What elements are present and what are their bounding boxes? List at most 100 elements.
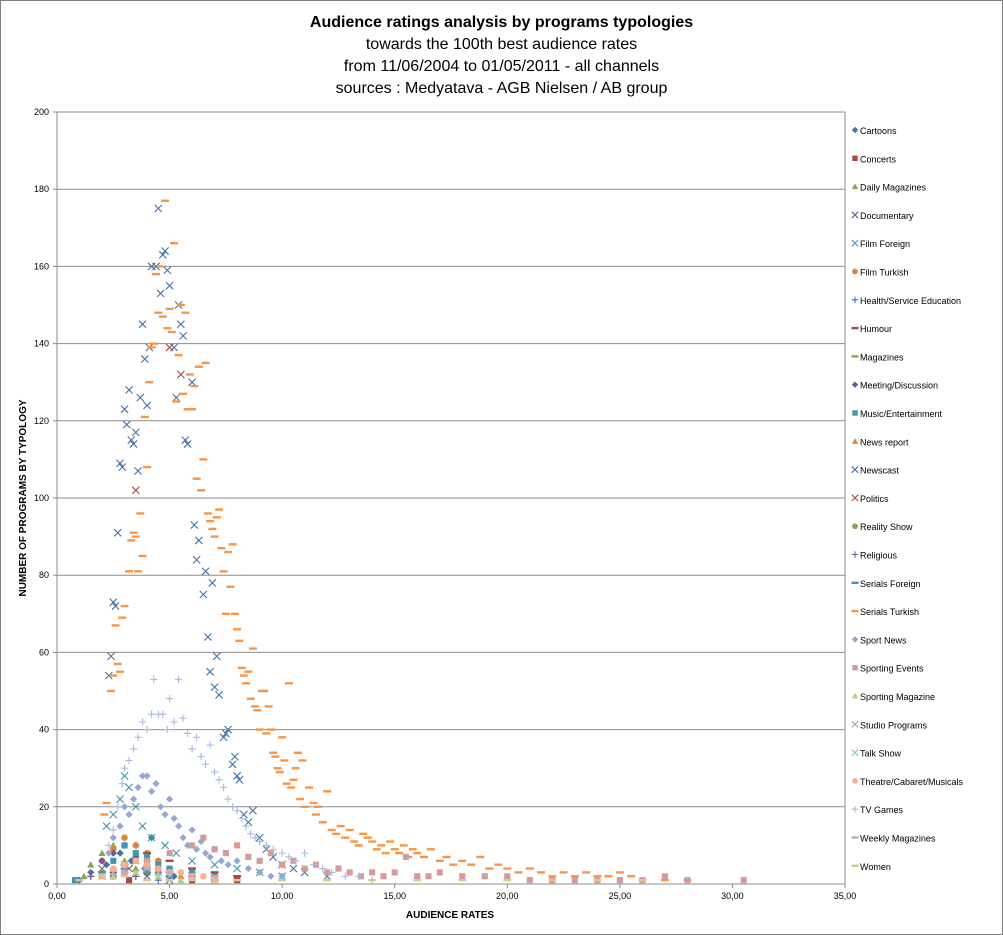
legend-marker: [851, 381, 859, 388]
data-point: [134, 570, 143, 573]
legend-marker: [851, 581, 859, 584]
data-point: [165, 281, 174, 290]
data-point: [138, 822, 147, 831]
data-point: [134, 783, 142, 792]
data-point: [224, 550, 233, 554]
data-point: [87, 861, 95, 868]
data-point: [132, 842, 140, 849]
data-point: [449, 863, 458, 866]
data-point: [212, 652, 221, 661]
data-point: [188, 856, 197, 865]
legend-label: Studio Programs: [860, 720, 928, 730]
data-point: [215, 508, 224, 511]
series-group: [100, 199, 692, 882]
data-point: [372, 848, 381, 851]
data-point: [136, 512, 145, 515]
data-point: [335, 865, 342, 872]
data-point: [436, 869, 443, 876]
data-point: [113, 662, 122, 666]
data-point: [114, 803, 122, 811]
data-point: [354, 844, 363, 847]
data-point: [176, 320, 185, 329]
data-point: [627, 875, 636, 878]
data-point: [271, 755, 280, 758]
series-group: [125, 343, 185, 873]
data-point: [176, 303, 185, 307]
data-point: [165, 695, 174, 703]
data-point: [203, 632, 212, 641]
data-point: [109, 826, 117, 834]
data-point: [336, 824, 345, 828]
data-point: [476, 855, 485, 859]
data-point: [183, 729, 192, 738]
data-point: [377, 844, 386, 847]
legend-label: Religious: [860, 551, 898, 561]
data-point: [278, 736, 287, 739]
data-point: [368, 840, 377, 843]
data-point: [413, 878, 422, 882]
data-point: [485, 867, 494, 870]
data-point: [143, 851, 152, 855]
legend-marker: [851, 239, 859, 247]
data-point: [328, 868, 336, 877]
data-point: [192, 733, 201, 741]
data-point: [571, 877, 578, 884]
legend-marker: [851, 355, 859, 358]
data-point: [224, 725, 233, 734]
data-point: [221, 612, 230, 615]
y-axis-title: NUMBER OF PROGRAMS BY TYPOLOGY: [18, 399, 29, 596]
data-point: [269, 751, 278, 754]
data-point: [150, 675, 158, 684]
chart-subtitle-line-1: towards the 100th best audience rates: [365, 36, 638, 53]
data-point: [116, 822, 124, 830]
data-point: [172, 849, 181, 858]
data-point: [319, 864, 327, 873]
data-point: [262, 841, 270, 849]
data-point: [208, 527, 217, 531]
data-point: [143, 872, 152, 881]
data-point: [156, 265, 165, 268]
data-point: [121, 861, 128, 868]
legend-label: Cartoons: [860, 126, 897, 136]
data-point: [504, 873, 511, 880]
legend-label: Serials Foreign: [860, 579, 921, 589]
data-point: [172, 400, 181, 403]
chart-title: Audience ratings analysis by programs ty…: [309, 14, 694, 31]
data-point: [136, 393, 145, 402]
data-point: [267, 872, 275, 880]
data-point: [185, 373, 194, 376]
data-point: [125, 570, 134, 573]
series-group: [75, 875, 647, 882]
data-point: [526, 877, 533, 884]
data-point: [161, 246, 170, 255]
data-point: [279, 861, 286, 868]
data-point: [147, 833, 156, 842]
legend-marker: [851, 609, 859, 613]
data-point: [190, 384, 199, 388]
data-point: [256, 837, 264, 846]
data-point: [111, 624, 120, 627]
data-point: [224, 861, 232, 869]
data-point: [105, 841, 113, 849]
x-tick-label: 10,00: [271, 891, 294, 901]
data-point: [346, 869, 353, 876]
data-point: [170, 718, 178, 726]
gridlines: [57, 111, 845, 885]
data-point: [233, 878, 242, 882]
data-point: [233, 807, 241, 815]
data-point: [206, 741, 214, 749]
legend-marker: [851, 749, 859, 757]
data-point: [155, 861, 162, 868]
data-point: [129, 795, 138, 803]
data-point: [211, 846, 218, 853]
data-point: [251, 705, 260, 708]
data-point: [174, 822, 183, 830]
legend-marker: [851, 438, 859, 444]
data-point: [166, 850, 173, 857]
data-point: [107, 689, 115, 693]
data-point: [233, 628, 242, 631]
data-point: [368, 878, 377, 882]
data-point: [305, 786, 314, 789]
data-point: [345, 828, 354, 832]
